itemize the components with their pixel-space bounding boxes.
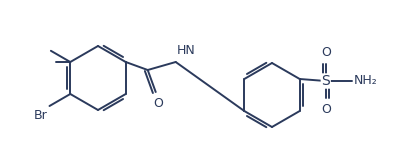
Text: Br: Br	[34, 109, 47, 122]
Text: NH₂: NH₂	[354, 75, 377, 88]
Text: HN: HN	[177, 44, 196, 57]
Text: O: O	[153, 97, 163, 110]
Text: S: S	[321, 74, 330, 88]
Text: O: O	[321, 103, 330, 116]
Text: O: O	[321, 46, 330, 59]
